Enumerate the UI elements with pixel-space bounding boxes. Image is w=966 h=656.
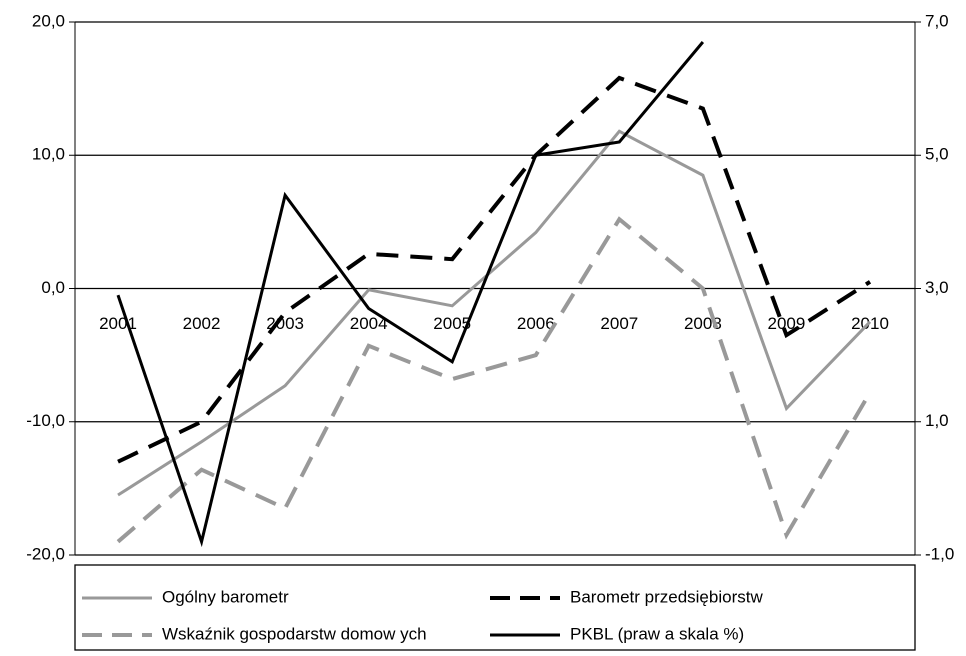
x-tick-label: 2007 [600,314,638,333]
x-tick-label: 2005 [433,314,471,333]
y2-tick-label: 5,0 [925,145,949,164]
legend-label: Barometr przedsiębiorstw [570,587,763,606]
y-tick-label: -10,0 [26,411,65,430]
y-tick-label: 0,0 [41,278,65,297]
legend-label: Wskaźnik gospodarstw domow ych [162,624,427,643]
x-tick-label: 2003 [266,314,304,333]
x-tick-label: 2002 [183,314,221,333]
y-tick-label: 10,0 [32,145,65,164]
legend-label: Ogólny barometr [162,587,289,606]
y2-tick-label: 3,0 [925,278,949,297]
x-tick-label: 2006 [517,314,555,333]
series-line [117,75,872,464]
y2-tick-label: 7,0 [925,11,949,30]
y2-tick-label: -1,0 [925,544,954,563]
y-tick-label: 20,0 [32,11,65,30]
y-tick-label: -20,0 [26,544,65,563]
legend-label: PKBL (praw a skala %) [570,624,744,643]
x-tick-label: 2004 [350,314,388,333]
series-line [117,129,872,497]
series-line [116,41,705,548]
series-line [116,216,872,544]
y2-tick-label: 1,0 [925,411,949,430]
